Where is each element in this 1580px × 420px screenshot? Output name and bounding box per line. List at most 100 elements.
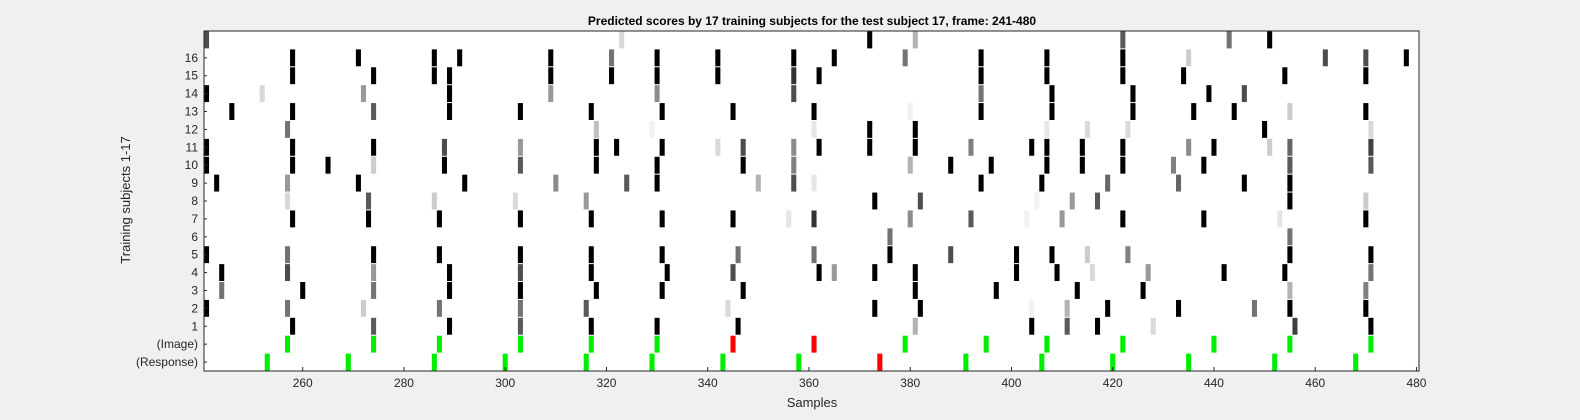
heatmap-cell	[1044, 120, 1050, 138]
heatmap-cell	[725, 299, 731, 317]
heatmap-cell	[431, 67, 437, 85]
heatmap-cell	[902, 49, 908, 67]
heatmap-cell	[912, 317, 918, 335]
heatmap-cell	[811, 210, 817, 228]
heatmap-cell	[1049, 103, 1055, 120]
heatmap-cell	[730, 335, 736, 353]
x-tick-label: 400	[1001, 376, 1021, 390]
y-tick-label: 11	[186, 140, 199, 154]
heatmap-cell	[978, 174, 984, 192]
heatmap-cell	[290, 156, 296, 174]
heatmap-cell	[730, 264, 736, 282]
heatmap-cell	[1368, 156, 1374, 174]
y-tick-label: (Response)	[136, 355, 198, 369]
heatmap-cell	[978, 103, 984, 120]
heatmap-cell	[1049, 85, 1055, 103]
x-tick-label: 440	[1204, 376, 1224, 390]
x-tick-label: 340	[698, 376, 718, 390]
heatmap-cell	[1368, 264, 1374, 282]
heatmap-cell	[548, 67, 554, 85]
x-tick-label: 380	[900, 376, 920, 390]
heatmap-cell	[285, 192, 291, 210]
heatmap-cell	[791, 174, 797, 192]
heatmap-cell	[1079, 138, 1085, 156]
heatmap-cell	[325, 156, 331, 174]
x-axis-label: Samples	[787, 395, 838, 410]
x-tick-label: 320	[596, 376, 616, 390]
heatmap-cell	[609, 67, 615, 85]
heatmap-cell	[366, 192, 372, 210]
heatmap-cell	[1044, 156, 1050, 174]
heatmap-cell	[457, 49, 463, 67]
heatmap-cell	[1089, 264, 1095, 282]
heatmap-cell	[1120, 67, 1126, 85]
heatmap-cell	[1272, 353, 1278, 371]
heatmap-cell	[360, 299, 366, 317]
heatmap-cell	[355, 49, 361, 67]
heatmap-cell	[371, 67, 377, 85]
heatmap-cell	[1267, 31, 1273, 49]
heatmap-cell	[290, 49, 296, 67]
x-tick-label: 420	[1103, 376, 1123, 390]
heatmap-cell	[517, 299, 523, 317]
heatmap-cell	[300, 282, 306, 299]
heatmap-cell	[715, 138, 721, 156]
heatmap-cell	[1044, 335, 1050, 353]
heatmap-cell	[654, 335, 660, 353]
x-tick-label: 260	[293, 376, 313, 390]
heatmap-cell	[593, 120, 599, 138]
heatmap-cell	[811, 120, 817, 138]
heatmap-cell	[1084, 246, 1090, 264]
heatmap-cells	[204, 31, 1409, 371]
heatmap-cell	[264, 353, 270, 371]
heatmap-cell	[1368, 246, 1374, 264]
heatmap-cell	[1120, 210, 1126, 228]
heatmap-cell	[867, 138, 873, 156]
heatmap-cell	[290, 138, 296, 156]
heatmap-cell	[1368, 317, 1374, 335]
heatmap-cell	[436, 299, 442, 317]
heatmap-cell	[1044, 49, 1050, 67]
heatmap-cell	[371, 138, 377, 156]
y-tick-label: 10	[185, 158, 199, 172]
heatmap-cell	[654, 174, 660, 192]
heatmap-cell	[517, 317, 523, 335]
heatmap-cell	[816, 67, 822, 85]
heatmap-cell	[786, 210, 792, 228]
heatmap-cell	[968, 138, 974, 156]
heatmap-cell	[978, 85, 984, 103]
heatmap-cell	[1363, 67, 1369, 85]
heatmap-cell	[588, 103, 594, 120]
heatmap-cell	[1105, 174, 1111, 192]
heatmap-cell	[1029, 138, 1035, 156]
heatmap-cell	[1287, 299, 1293, 317]
heatmap-cell	[867, 120, 873, 138]
heatmap-cell	[1029, 299, 1035, 317]
heatmap-cell	[1368, 120, 1374, 138]
heatmap-cell	[735, 246, 741, 264]
heatmap-cell	[917, 192, 923, 210]
heatmap-cell	[715, 67, 721, 85]
heatmap-cell	[1241, 85, 1247, 103]
heatmap-cell	[219, 264, 225, 282]
heatmap-cell	[1044, 138, 1050, 156]
heatmap-cell	[735, 317, 741, 335]
heatmap-cell	[791, 138, 797, 156]
heatmap-cell	[907, 210, 913, 228]
heatmap-cell	[649, 353, 655, 371]
heatmap-cell	[1363, 210, 1369, 228]
heatmap-cell	[654, 156, 660, 174]
heatmap-cell	[517, 246, 523, 264]
heatmap-cell	[1251, 299, 1257, 317]
heatmap-cell	[588, 210, 594, 228]
chart-title: Predicted scores by 17 training subjects…	[588, 14, 1036, 28]
heatmap-cell	[431, 192, 437, 210]
heatmap-cell	[907, 156, 913, 174]
heatmap-cell	[1024, 210, 1030, 228]
heatmap-cell	[1069, 192, 1075, 210]
heatmap-cell	[517, 282, 523, 299]
heatmap-cell	[1241, 174, 1247, 192]
heatmap-cell	[371, 156, 377, 174]
y-tick-label: 14	[185, 87, 199, 101]
